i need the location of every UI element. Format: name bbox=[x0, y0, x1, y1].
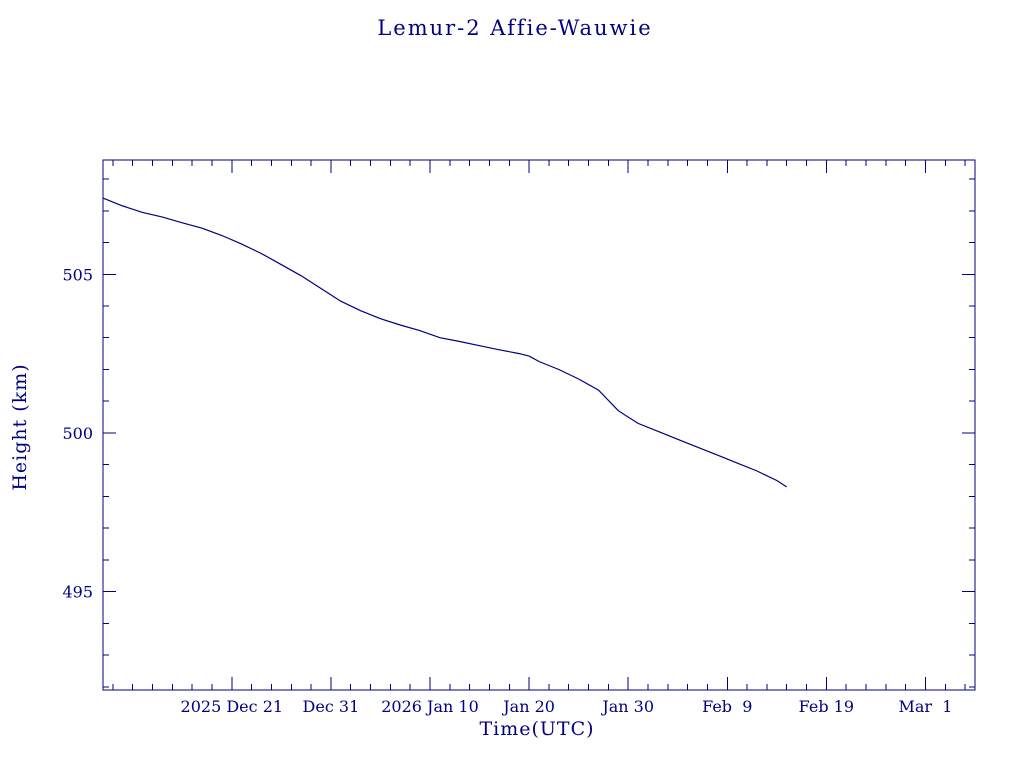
x-tick-label: Mar 1 bbox=[898, 697, 952, 716]
height-series-line bbox=[102, 197, 788, 488]
x-tick-label: 2026 Jan 10 bbox=[381, 697, 479, 716]
x-tick-label: Feb 9 bbox=[702, 697, 752, 716]
chart-title: Lemur-2 Affie-Wauwie bbox=[377, 16, 653, 40]
x-tick-label: Feb 19 bbox=[799, 697, 854, 716]
x-axis-label: Time(UTC) bbox=[479, 718, 595, 740]
x-tick-label: 2025 Dec 21 bbox=[181, 697, 284, 716]
plot-frame bbox=[102, 159, 976, 691]
y-tick-label: 500 bbox=[62, 424, 93, 443]
x-tick-label: Jan 20 bbox=[501, 697, 555, 716]
y-tick-label: 495 bbox=[62, 583, 93, 602]
y-tick-label: 505 bbox=[62, 265, 93, 284]
x-tick-label: Dec 31 bbox=[303, 697, 360, 716]
x-tick-label: Jan 30 bbox=[600, 697, 654, 716]
